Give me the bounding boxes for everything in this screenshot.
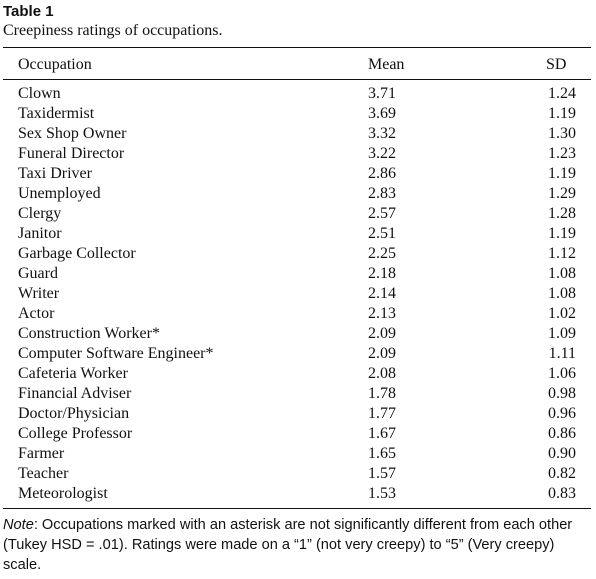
- cell-occupation: Writer: [18, 285, 60, 302]
- cell-mean: 3.32: [368, 125, 396, 142]
- cell-occupation: Unemployed: [18, 185, 101, 202]
- cell-mean: 2.14: [368, 285, 396, 302]
- cell-sd: 1.30: [548, 125, 576, 142]
- cell-mean: 3.71: [368, 85, 396, 102]
- cell-sd: 1.28: [548, 205, 576, 222]
- table-row: Taxi Driver 2.86 1.19: [0, 164, 596, 184]
- cell-sd: 1.02: [548, 305, 576, 322]
- cell-occupation: Financial Adviser: [18, 385, 132, 402]
- cell-mean: 2.57: [368, 205, 396, 222]
- cell-sd: 1.06: [548, 365, 576, 382]
- cell-sd: 1.29: [548, 185, 576, 202]
- cell-sd: 1.19: [548, 165, 576, 182]
- cell-sd: 0.86: [548, 425, 576, 442]
- cell-sd: 0.96: [548, 405, 576, 422]
- table-row: Taxidermist 3.69 1.19: [0, 104, 596, 124]
- cell-sd: 1.08: [548, 285, 576, 302]
- cell-sd: 1.12: [548, 245, 576, 262]
- cell-mean: 3.22: [368, 145, 396, 162]
- cell-occupation: Teacher: [18, 465, 69, 482]
- table-row: Garbage Collector 2.25 1.12: [0, 244, 596, 264]
- table-row: Actor 2.13 1.02: [0, 304, 596, 324]
- table-row: Unemployed 2.83 1.29: [0, 184, 596, 204]
- cell-occupation: Janitor: [18, 225, 62, 242]
- cell-occupation: Guard: [18, 265, 58, 282]
- cell-sd: 0.82: [548, 465, 576, 482]
- cell-mean: 2.51: [368, 225, 396, 242]
- header-occupation: Occupation: [18, 56, 92, 73]
- cell-occupation: Farmer: [18, 445, 65, 462]
- table-row: Construction Worker* 2.09 1.09: [0, 324, 596, 344]
- cell-mean: 1.57: [368, 465, 396, 482]
- cell-sd: 1.09: [548, 325, 576, 342]
- cell-occupation: College Professor: [18, 425, 133, 442]
- cell-mean: 2.25: [368, 245, 396, 262]
- cell-sd: 0.90: [548, 445, 576, 462]
- header-sd: SD: [546, 56, 567, 73]
- cell-sd: 1.23: [548, 145, 576, 162]
- table-note: Note: Occupations marked with an asteris…: [3, 515, 591, 575]
- cell-occupation: Sex Shop Owner: [18, 125, 127, 142]
- cell-occupation: Meteorologist: [18, 485, 108, 502]
- cell-occupation: Clergy: [18, 205, 62, 222]
- table-row: Sex Shop Owner 3.32 1.30: [0, 124, 596, 144]
- top-rule: [3, 47, 591, 48]
- cell-sd: 0.98: [548, 385, 576, 402]
- cell-sd: 0.83: [548, 485, 576, 502]
- cell-mean: 2.83: [368, 185, 396, 202]
- cell-occupation: Construction Worker*: [18, 325, 160, 342]
- table-row: Meteorologist 1.53 0.83: [0, 484, 596, 504]
- cell-mean: 2.09: [368, 345, 396, 362]
- table-row: Guard 2.18 1.08: [0, 264, 596, 284]
- table-row: Funeral Director 3.22 1.23: [0, 144, 596, 164]
- bottom-rule: [3, 508, 591, 509]
- table-row: Writer 2.14 1.08: [0, 284, 596, 304]
- cell-sd: 1.11: [548, 345, 576, 362]
- cell-occupation: Taxi Driver: [18, 165, 92, 182]
- table-row: College Professor 1.67 0.86: [0, 424, 596, 444]
- cell-mean: 2.18: [368, 265, 396, 282]
- cell-mean: 1.65: [368, 445, 396, 462]
- table-body: Clown 3.71 1.24 Taxidermist 3.69 1.19 Sex Shop…: [0, 84, 596, 504]
- table-caption: Creepiness ratings of occupations.: [3, 22, 223, 39]
- cell-occupation: Computer Software Engineer*: [18, 345, 214, 362]
- table-row: Cafeteria Worker 2.08 1.06: [0, 364, 596, 384]
- table-row: Janitor 2.51 1.19: [0, 224, 596, 244]
- header-rule: [3, 79, 591, 80]
- header-mean: Mean: [368, 56, 405, 73]
- table-row: Farmer 1.65 0.90: [0, 444, 596, 464]
- cell-occupation: Funeral Director: [18, 145, 125, 162]
- cell-mean: 2.08: [368, 365, 396, 382]
- cell-mean: 2.13: [368, 305, 396, 322]
- cell-mean: 2.09: [368, 325, 396, 342]
- cell-occupation: Garbage Collector: [18, 245, 136, 262]
- table-row: Clown 3.71 1.24: [0, 84, 596, 104]
- cell-occupation: Taxidermist: [18, 105, 95, 122]
- cell-mean: 1.67: [368, 425, 396, 442]
- cell-sd: 1.19: [548, 225, 576, 242]
- note-text: : Occupations marked with an asterisk ar…: [3, 517, 573, 573]
- cell-mean: 2.86: [368, 165, 396, 182]
- cell-mean: 1.53: [368, 485, 396, 502]
- table-row: Teacher 1.57 0.82: [0, 464, 596, 484]
- cell-mean: 1.78: [368, 385, 396, 402]
- cell-occupation: Clown: [18, 85, 61, 102]
- table-row: Computer Software Engineer* 2.09 1.11: [0, 344, 596, 364]
- table-row: Financial Adviser 1.78 0.98: [0, 384, 596, 404]
- table-label: Table 1: [3, 3, 54, 20]
- cell-sd: 1.24: [548, 85, 576, 102]
- cell-occupation: Doctor/Physician: [18, 405, 130, 422]
- note-label: Note: [3, 517, 34, 533]
- table-row: Clergy 2.57 1.28: [0, 204, 596, 224]
- cell-occupation: Actor: [18, 305, 55, 322]
- cell-mean: 1.77: [368, 405, 396, 422]
- cell-sd: 1.19: [548, 105, 576, 122]
- cell-sd: 1.08: [548, 265, 576, 282]
- cell-occupation: Cafeteria Worker: [18, 365, 128, 382]
- table-row: Doctor/Physician 1.77 0.96: [0, 404, 596, 424]
- cell-mean: 3.69: [368, 105, 396, 122]
